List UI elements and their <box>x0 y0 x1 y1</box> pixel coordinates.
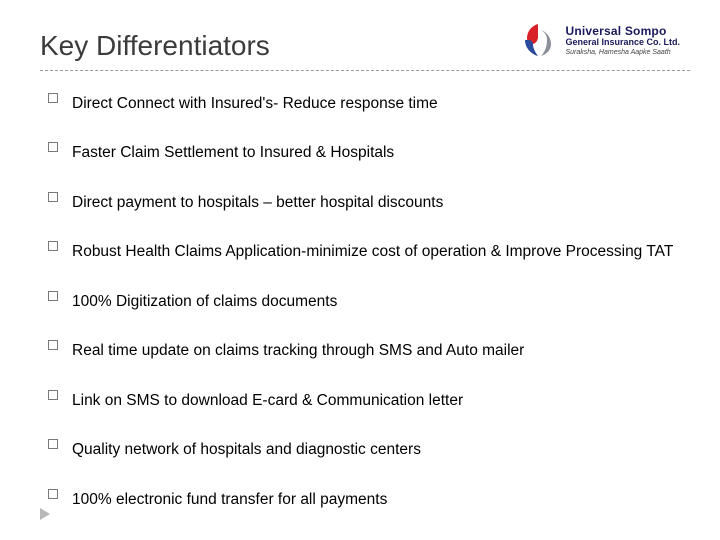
slide: Key Differentiators Universal Sompo Gene… <box>0 0 720 540</box>
logo-icon <box>517 20 559 62</box>
item-text: Direct payment to hospitals – better hos… <box>72 188 443 217</box>
checkbox-icon <box>48 439 58 449</box>
checkbox-icon <box>48 390 58 400</box>
page-title: Key Differentiators <box>40 30 270 62</box>
logo-text: Universal Sompo General Insurance Co. Lt… <box>565 25 680 56</box>
list-item: Quality network of hospitals and diagnos… <box>48 435 680 464</box>
list-item: Link on SMS to download E-card & Communi… <box>48 386 680 415</box>
checkbox-icon <box>48 340 58 350</box>
checkbox-icon <box>48 241 58 251</box>
item-text: Link on SMS to download E-card & Communi… <box>72 386 463 415</box>
checkbox-icon <box>48 142 58 152</box>
list-item: Direct Connect with Insured's- Reduce re… <box>48 89 680 118</box>
checkbox-icon <box>48 192 58 202</box>
bullet-list: Direct Connect with Insured's- Reduce re… <box>40 89 680 514</box>
list-item: 100% Digitization of claims documents <box>48 287 680 316</box>
item-text: Real time update on claims tracking thro… <box>72 336 524 365</box>
checkbox-icon <box>48 489 58 499</box>
checkbox-icon <box>48 93 58 103</box>
item-text: Direct Connect with Insured's- Reduce re… <box>72 89 438 118</box>
item-text: Quality network of hospitals and diagnos… <box>72 435 421 464</box>
logo-line3: Suraksha, Hamesha Aapke Saath <box>565 49 680 56</box>
title-divider <box>40 70 690 71</box>
item-text: 100% electronic fund transfer for all pa… <box>72 485 387 514</box>
company-logo: Universal Sompo General Insurance Co. Lt… <box>517 20 680 62</box>
logo-line2: General Insurance Co. Ltd. <box>565 38 680 47</box>
list-item: Direct payment to hospitals – better hos… <box>48 188 680 217</box>
list-item: Faster Claim Settlement to Insured & Hos… <box>48 138 680 167</box>
item-text: 100% Digitization of claims documents <box>72 287 337 316</box>
item-text: Robust Health Claims Application-minimiz… <box>72 237 673 266</box>
arrow-right-icon <box>40 508 50 520</box>
list-item: Robust Health Claims Application-minimiz… <box>48 237 680 266</box>
list-item: Real time update on claims tracking thro… <box>48 336 680 365</box>
list-item: 100% electronic fund transfer for all pa… <box>48 485 680 514</box>
item-text: Faster Claim Settlement to Insured & Hos… <box>72 138 394 167</box>
checkbox-icon <box>48 291 58 301</box>
header: Key Differentiators Universal Sompo Gene… <box>40 30 680 62</box>
